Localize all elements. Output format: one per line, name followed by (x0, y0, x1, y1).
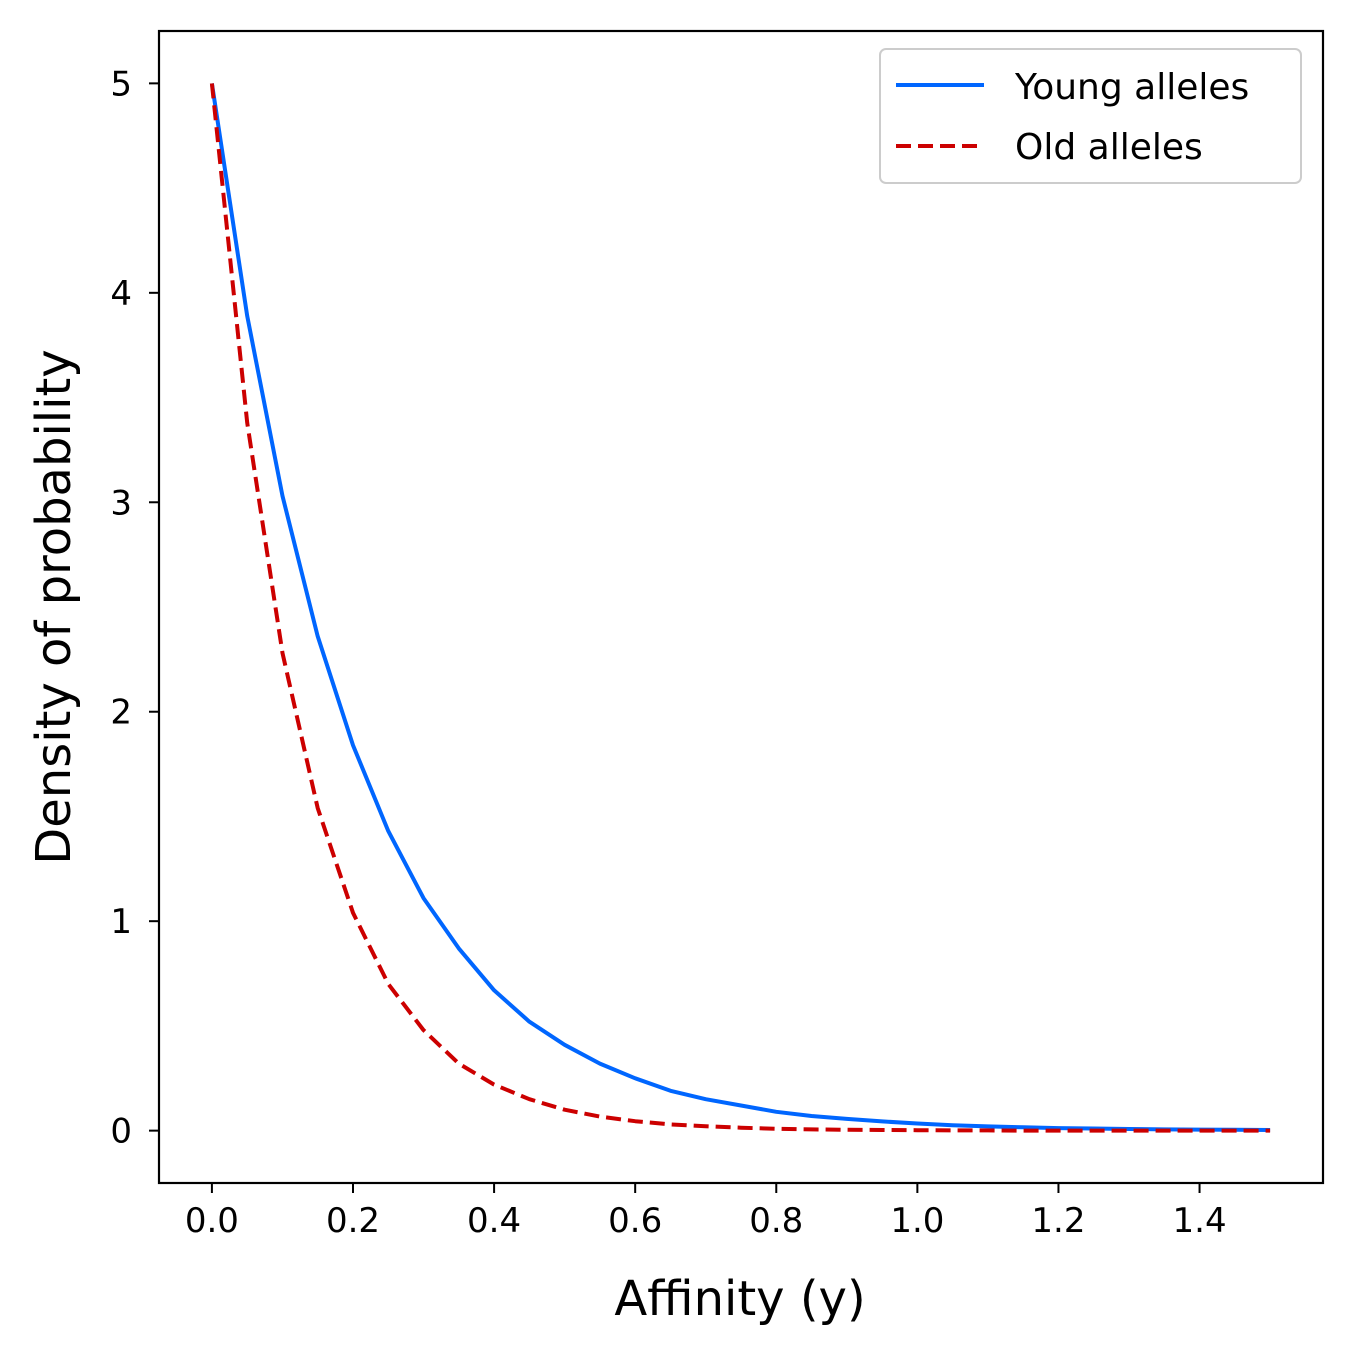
x-ticks: 0.0 0.2 0.4 0.6 0.8 1.0 1.2 1.4 (185, 1183, 1227, 1241)
y-tick-label: 3 (110, 483, 132, 523)
x-tick-label: 0.2 (326, 1201, 380, 1241)
series-layer (209, 83, 1271, 1133)
series-line-young-alleles (209, 83, 1271, 1132)
series-line-old-alleles (209, 83, 1271, 1133)
y-tick-label: 1 (110, 902, 132, 942)
plot-frame (157, 29, 1325, 1185)
y-ticks: 0 1 2 3 4 5 (110, 64, 159, 1152)
x-tick-label: 0.8 (749, 1201, 803, 1241)
y-tick-label: 0 (110, 1112, 132, 1152)
x-tick-label: 0.0 (185, 1201, 239, 1241)
x-axis-label: Affinity (y) (614, 1271, 865, 1327)
x-tick-label: 1.2 (1031, 1201, 1085, 1241)
y-tick-label: 2 (110, 693, 132, 733)
x-tick-label: 1.4 (1173, 1201, 1227, 1241)
y-axis-label: Density of probability (26, 349, 82, 864)
x-tick-label: 0.4 (467, 1201, 521, 1241)
legend-label-old-alleles: Old alleles (1015, 127, 1203, 168)
x-tick-label: 1.0 (890, 1201, 944, 1241)
y-tick-label: 4 (110, 274, 132, 314)
legend: Young alleles Old alleles (879, 48, 1302, 184)
x-tick-label: 0.6 (608, 1201, 662, 1241)
legend-box (879, 48, 1302, 184)
legend-label-young-alleles: Young alleles (1014, 67, 1249, 108)
y-tick-label: 5 (110, 64, 132, 104)
